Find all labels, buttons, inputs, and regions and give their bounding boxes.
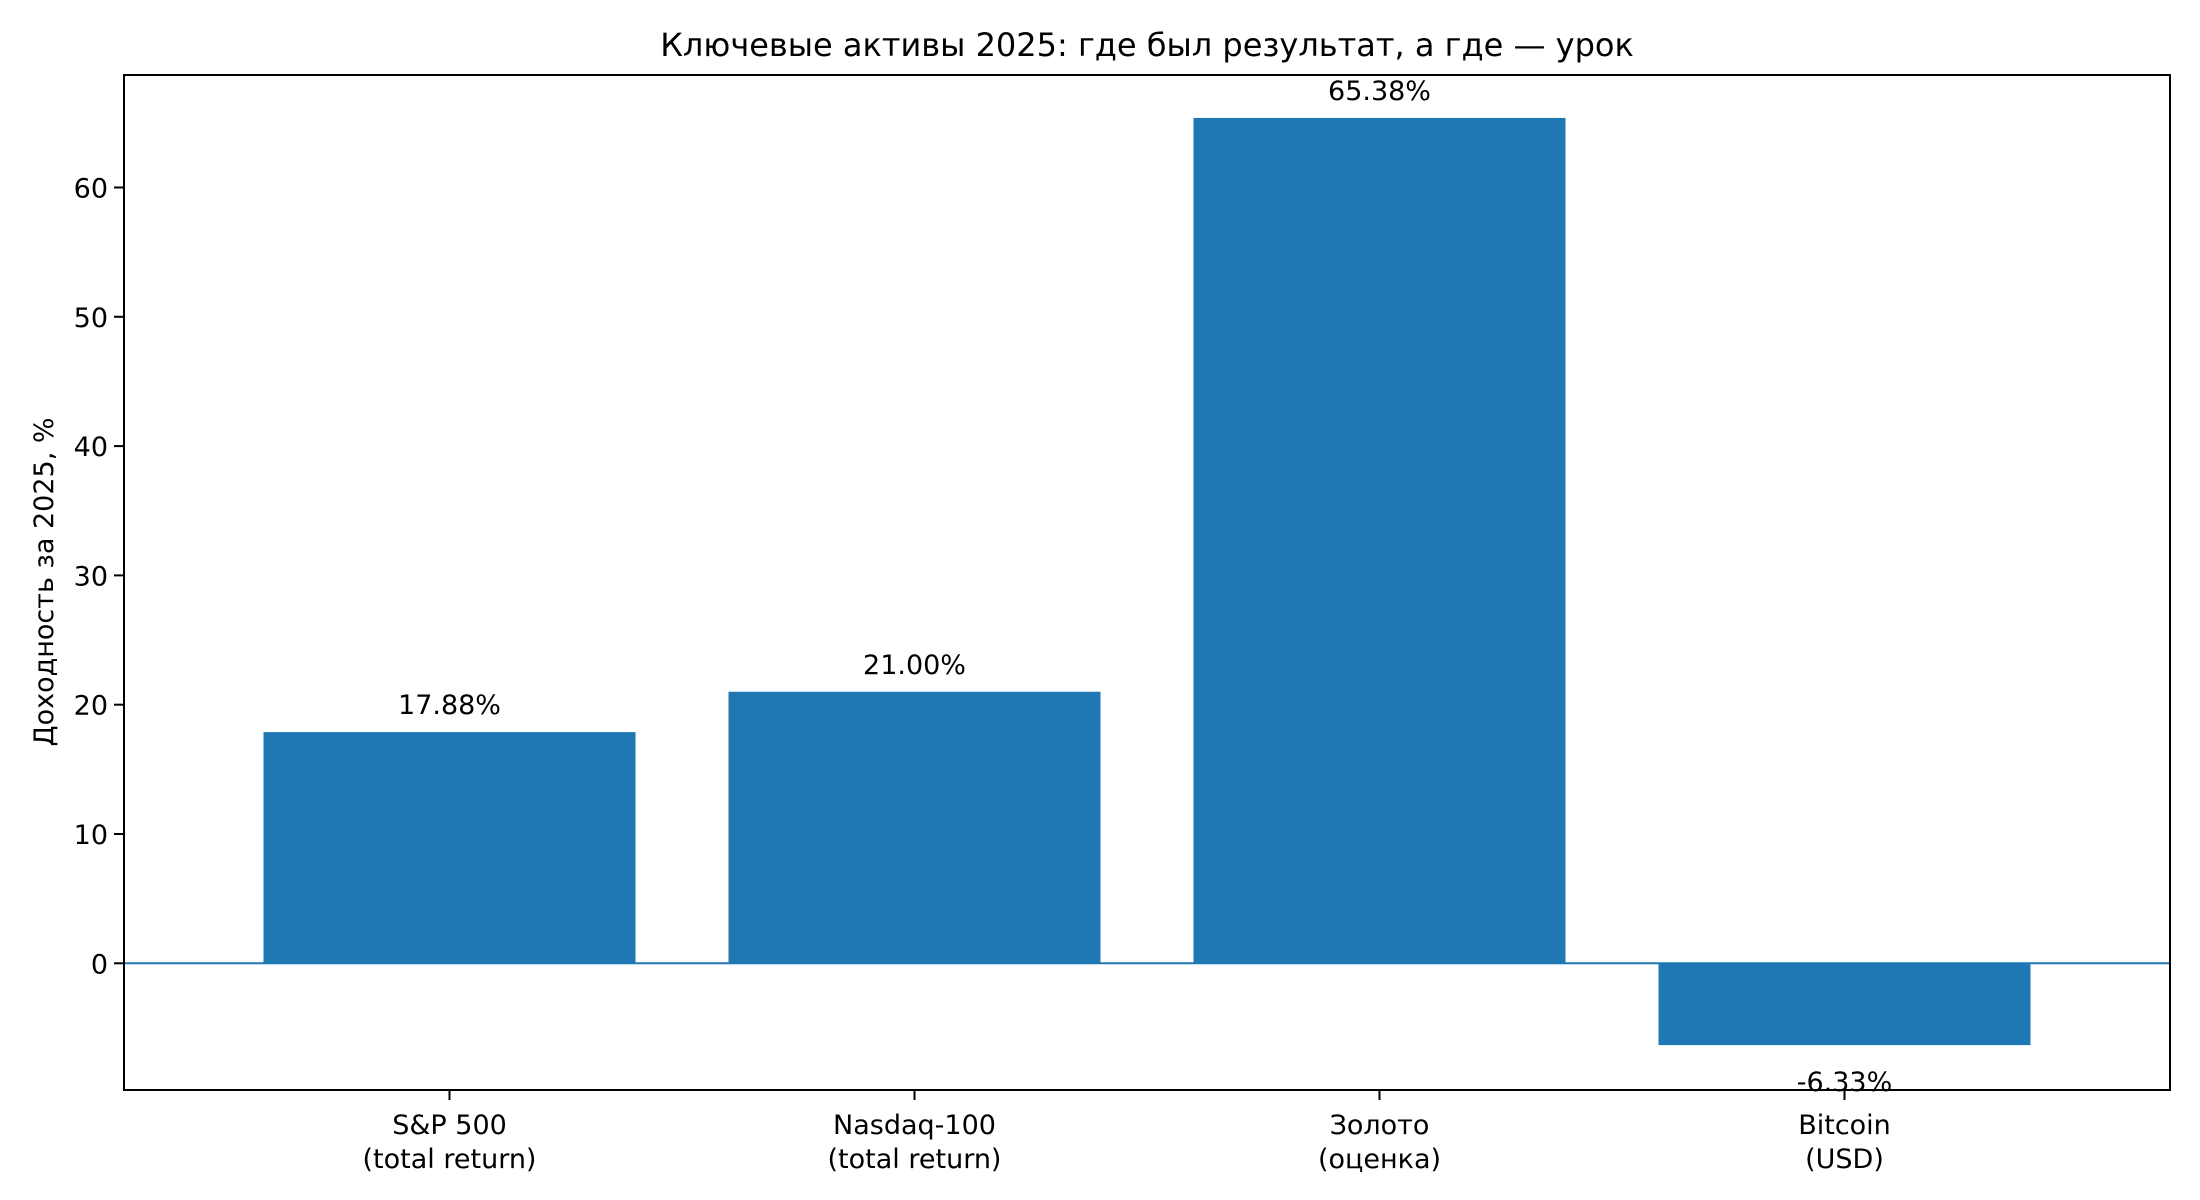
y-axis-ticks: 0 10 20 30 40 50 60 [74,173,124,980]
bar-0 [263,732,636,964]
x-tick-label: (total return) [363,1144,537,1175]
x-axis-ticks: S&P 500(total return)Nasdaq-100(total re… [363,1090,1891,1175]
x-tick-label: (USD) [1805,1144,1884,1175]
bar-value-label: 21.00% [863,650,966,681]
x-tick-label: Bitcoin [1798,1110,1891,1141]
y-tick-label: 30 [74,561,108,592]
y-tick-label: 10 [74,820,108,851]
bar-2 [1193,117,1566,964]
x-tick-label: Золото [1330,1110,1430,1141]
y-tick-label: 20 [74,691,108,722]
y-tick-label: 0 [91,949,108,980]
bar-3 [1658,963,2031,1046]
axes-frame [123,74,2171,1091]
chart-title: Ключевые активы 2025: где был результат,… [660,26,1634,64]
x-tick-label: S&P 500 [392,1110,507,1141]
x-tick-label: Nasdaq-100 [833,1110,996,1141]
y-tick-label: 60 [74,173,108,204]
bar-1 [728,691,1101,964]
x-tick-label: (оценка) [1318,1144,1441,1175]
bar-value-label: 17.88% [398,690,501,721]
bar-value-label: 65.38% [1328,76,1431,107]
y-tick-label: 40 [74,432,108,463]
y-axis-label: Доходность за 2025, % [29,417,60,746]
x-tick-label: (total return) [828,1144,1002,1175]
plot-area: 17.88%21.00%65.38%-6.33% [124,76,2170,1098]
y-tick-label: 50 [74,303,108,334]
